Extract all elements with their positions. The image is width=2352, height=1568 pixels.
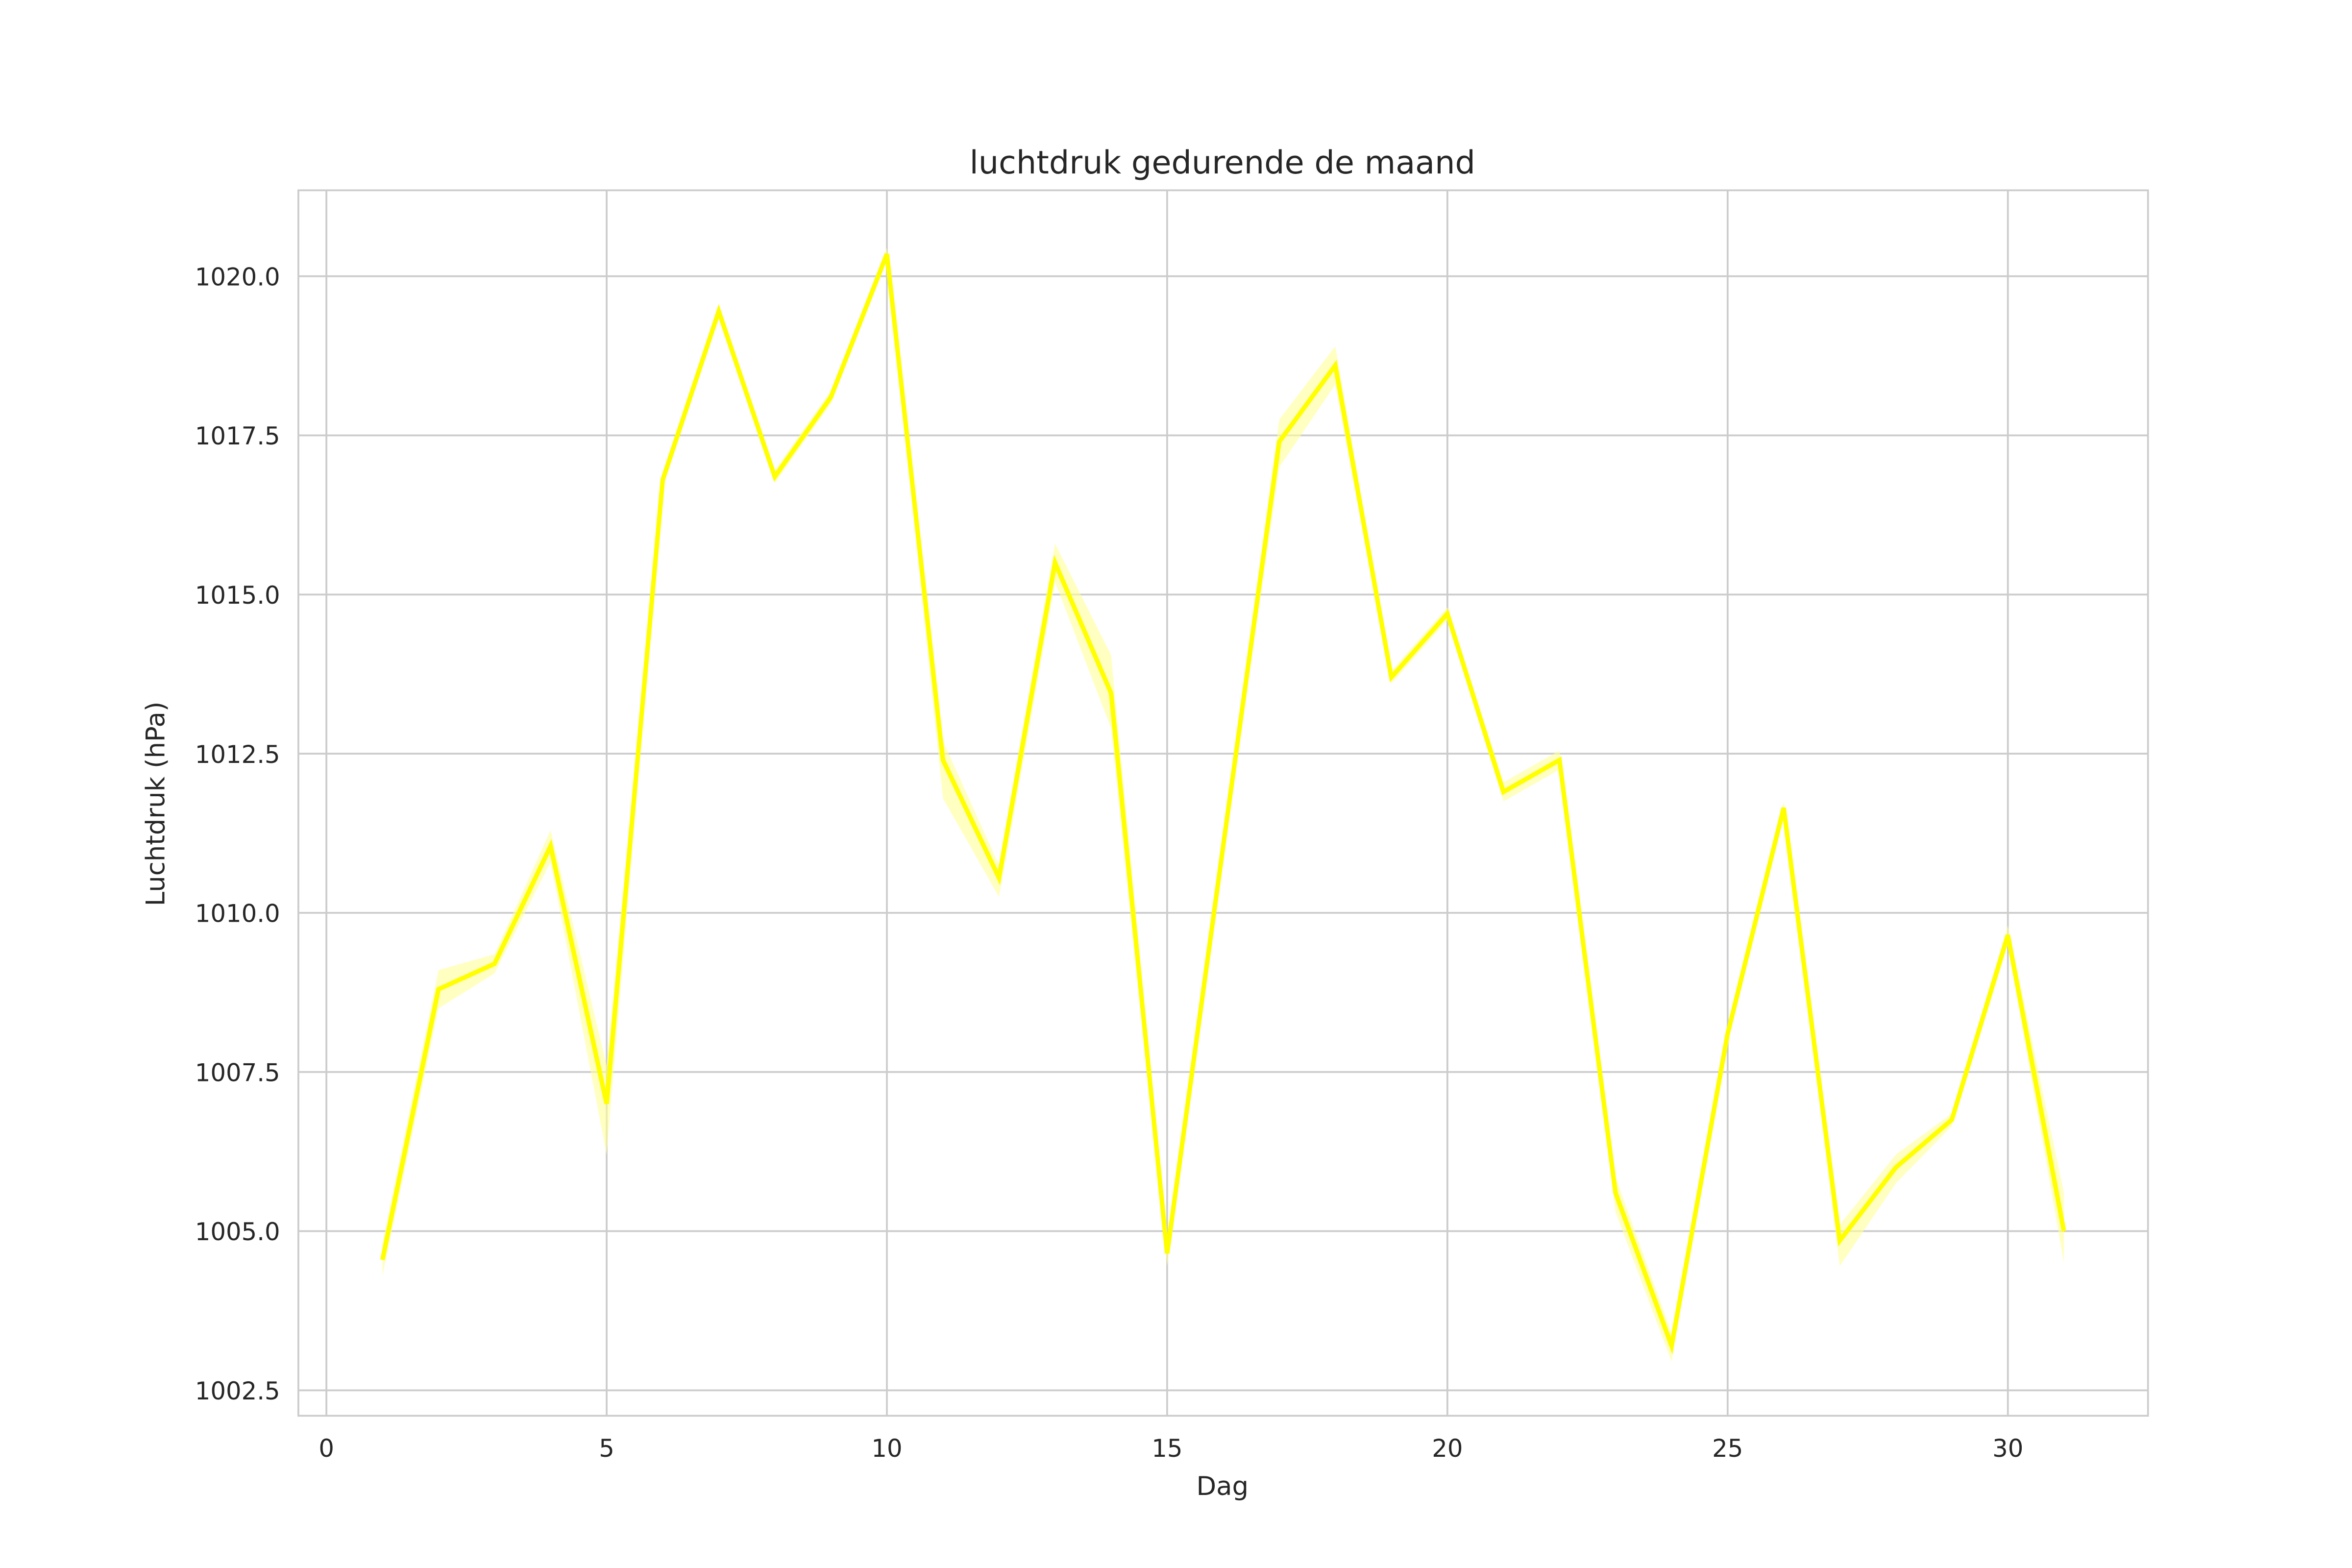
y-tick-label: 1010.0 [195, 900, 280, 928]
y-tick-label: 1012.5 [195, 740, 280, 769]
data-point [1167, 1253, 1168, 1254]
y-tick-label: 1015.0 [195, 581, 280, 610]
x-tick-label: 5 [599, 1434, 614, 1463]
x-tick-label: 20 [1432, 1434, 1463, 1463]
x-tick-label: 25 [1712, 1434, 1743, 1463]
y-tick-label: 1002.5 [195, 1377, 280, 1405]
x-tick-label: 15 [1152, 1434, 1182, 1463]
y-tick-label: 1020.0 [195, 263, 280, 291]
series-line [380, 253, 2066, 1355]
tick-labels: 0 5 10 15 20 25 30 1002.5 1005.0 1007.5 1010.0 1012… [195, 263, 2024, 1463]
y-tick-label: 1005.0 [195, 1218, 280, 1246]
x-tick-label: 10 [871, 1434, 902, 1463]
data-point [1335, 365, 1336, 366]
x-tick-label: 30 [1992, 1434, 2023, 1463]
data-point [1391, 677, 1392, 678]
data-point [1447, 613, 1448, 614]
x-tick-label: 0 [318, 1434, 334, 1463]
x-axis-label: Dag [1196, 1471, 1249, 1501]
grid [298, 190, 2148, 1416]
y-tick-label: 1017.5 [195, 422, 280, 450]
plot-frame [297, 189, 2149, 1417]
chart-title: luchtdruk gedurende de maand [970, 144, 1475, 181]
y-tick-label: 1007.5 [195, 1058, 280, 1087]
y-axis-label: Luchtdruk (hPa) [141, 702, 171, 906]
data-point [1727, 1033, 1728, 1034]
